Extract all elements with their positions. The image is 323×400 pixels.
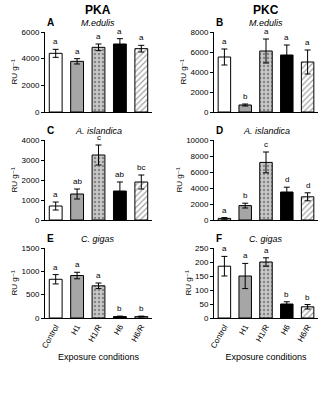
svg-text:F: F — [216, 233, 222, 244]
svg-text:a: a — [222, 206, 227, 215]
svg-text:PKA: PKA — [85, 3, 111, 17]
svg-text:500: 500 — [26, 290, 40, 299]
svg-text:0: 0 — [204, 216, 209, 225]
svg-text:2000: 2000 — [191, 88, 209, 97]
svg-text:a: a — [264, 246, 269, 255]
svg-text:RU g⁻¹: RU g⁻¹ — [10, 167, 19, 192]
svg-text:50: 50 — [199, 300, 208, 309]
svg-text:6000: 6000 — [191, 48, 209, 57]
svg-text:8000: 8000 — [191, 28, 209, 37]
svg-text:H1: H1 — [69, 323, 82, 337]
svg-text:250: 250 — [195, 244, 209, 253]
svg-text:0: 0 — [204, 108, 209, 117]
svg-text:a: a — [53, 190, 58, 199]
svg-text:a: a — [96, 271, 101, 280]
svg-text:a: a — [53, 263, 58, 272]
svg-text:a: a — [222, 244, 227, 253]
svg-text:Control: Control — [209, 323, 230, 350]
svg-text:200: 200 — [195, 258, 209, 267]
svg-text:C. gigas: C. gigas — [81, 234, 115, 244]
svg-text:1000: 1000 — [22, 267, 40, 276]
svg-text:H6: H6 — [112, 323, 125, 337]
svg-text:E: E — [47, 233, 54, 244]
svg-text:8000: 8000 — [191, 152, 209, 161]
svg-text:C. gigas: C. gigas — [249, 234, 283, 244]
svg-text:H1: H1 — [237, 323, 250, 337]
svg-text:RU g⁻¹: RU g⁻¹ — [179, 59, 188, 84]
svg-text:a: a — [264, 27, 269, 36]
svg-text:a: a — [243, 251, 248, 260]
svg-text:H6/R: H6/R — [130, 323, 147, 343]
svg-text:b: b — [243, 92, 248, 101]
svg-text:2000: 2000 — [22, 176, 40, 185]
svg-text:d: d — [306, 181, 310, 190]
svg-text:0: 0 — [35, 216, 40, 225]
svg-text:C: C — [47, 125, 54, 136]
svg-text:0: 0 — [204, 314, 209, 323]
svg-text:b: b — [284, 290, 289, 299]
svg-text:a: a — [96, 32, 101, 41]
svg-text:H1/R: H1/R — [254, 323, 271, 343]
svg-text:bc: bc — [137, 163, 145, 172]
svg-text:6000: 6000 — [22, 28, 40, 37]
svg-text:b: b — [117, 304, 122, 313]
svg-text:a: a — [117, 27, 122, 36]
svg-text:4000: 4000 — [191, 68, 209, 77]
svg-text:4000: 4000 — [22, 136, 40, 145]
svg-text:2000: 2000 — [22, 81, 40, 90]
svg-text:b: b — [243, 191, 248, 200]
svg-text:1000: 1000 — [22, 196, 40, 205]
svg-text:0: 0 — [35, 108, 40, 117]
svg-text:a: a — [305, 38, 310, 47]
svg-text:RU g⁻¹: RU g⁻¹ — [10, 270, 19, 295]
svg-text:2000: 2000 — [191, 200, 209, 209]
svg-text:RU g⁻¹: RU g⁻¹ — [175, 167, 184, 192]
svg-text:H1/R: H1/R — [87, 323, 104, 343]
svg-text:a: a — [222, 37, 227, 46]
svg-text:d: d — [285, 175, 289, 184]
svg-text:a: a — [53, 37, 58, 46]
svg-text:Exposure conditions: Exposure conditions — [58, 352, 140, 362]
svg-text:B: B — [216, 17, 223, 28]
svg-text:A: A — [47, 17, 54, 28]
svg-text:A. islandica: A. islandica — [75, 126, 122, 136]
svg-text:b: b — [139, 304, 144, 313]
svg-text:150: 150 — [195, 272, 209, 281]
svg-text:RU g⁻¹: RU g⁻¹ — [184, 270, 193, 295]
svg-text:6000: 6000 — [191, 168, 209, 177]
svg-text:H6/R: H6/R — [296, 323, 313, 343]
svg-text:ab: ab — [73, 177, 82, 186]
svg-text:Control: Control — [40, 323, 61, 350]
svg-text:1500: 1500 — [22, 244, 40, 253]
svg-text:a: a — [284, 33, 289, 42]
svg-text:H6: H6 — [279, 323, 292, 337]
svg-text:Exposure conditions: Exposure conditions — [225, 352, 307, 362]
svg-text:M.edulis: M.edulis — [249, 18, 283, 28]
svg-text:a: a — [75, 47, 80, 56]
svg-text:4000: 4000 — [22, 54, 40, 63]
svg-text:c: c — [97, 133, 101, 142]
svg-text:4000: 4000 — [191, 184, 209, 193]
svg-text:c: c — [264, 140, 268, 149]
svg-text:PKC: PKC — [253, 3, 279, 17]
svg-text:10000: 10000 — [186, 136, 209, 145]
svg-text:3000: 3000 — [22, 156, 40, 165]
svg-text:b: b — [305, 293, 310, 302]
svg-text:A. islandica: A. islandica — [243, 126, 290, 136]
svg-text:0: 0 — [35, 314, 40, 323]
svg-text:100: 100 — [195, 286, 209, 295]
svg-text:D: D — [216, 125, 223, 136]
svg-text:a: a — [139, 33, 144, 42]
svg-text:a: a — [75, 260, 80, 269]
svg-text:M.edulis: M.edulis — [81, 18, 115, 28]
svg-text:ab: ab — [115, 170, 124, 179]
svg-text:RU g⁻¹: RU g⁻¹ — [10, 59, 19, 84]
